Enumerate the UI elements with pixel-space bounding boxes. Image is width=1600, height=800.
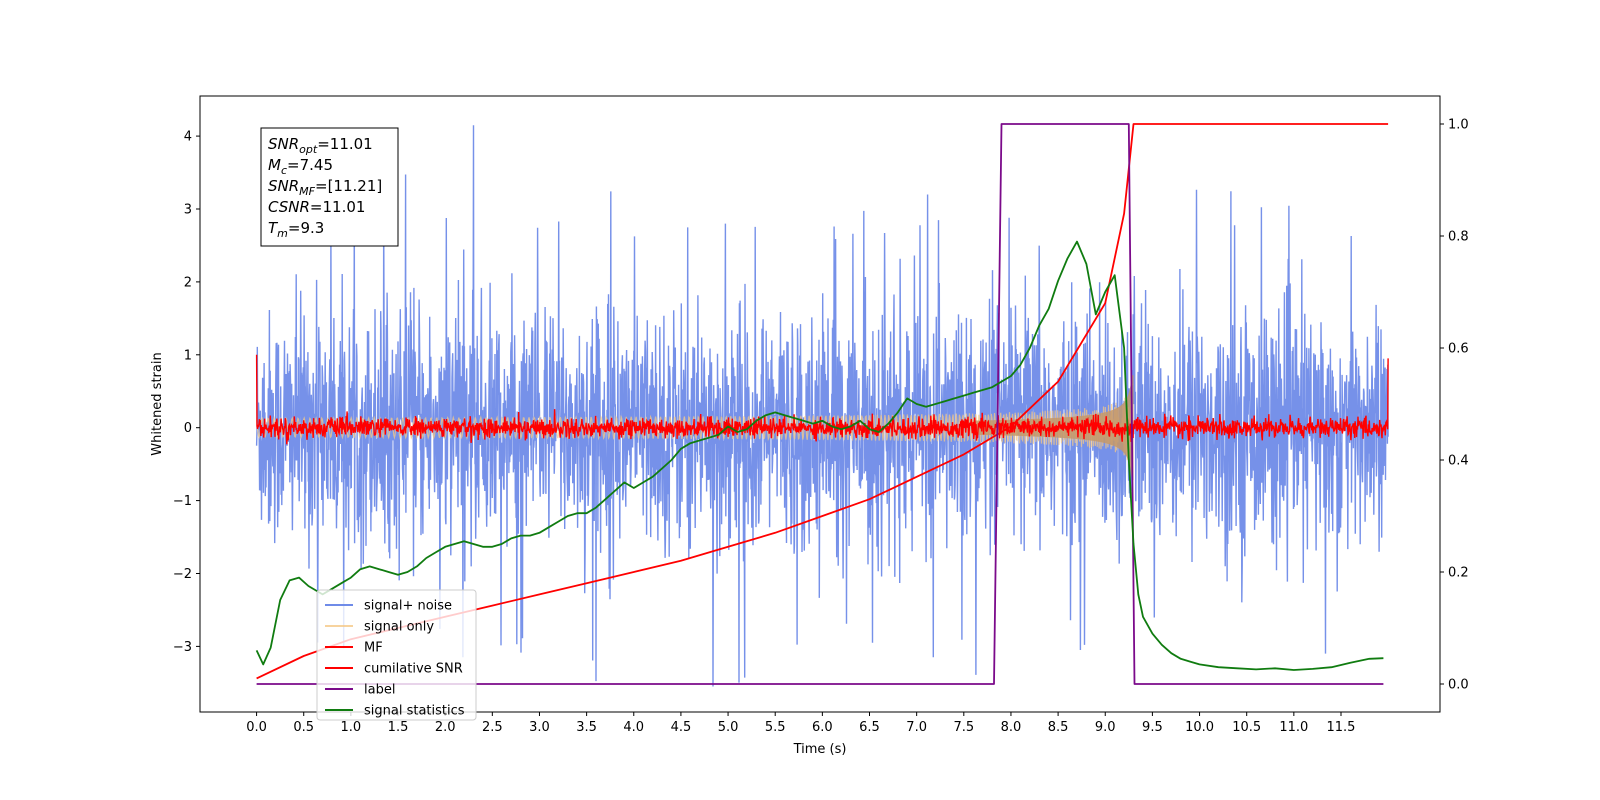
legend-label: signal+ noise (364, 599, 452, 614)
legend-label: MF (364, 641, 383, 656)
info-line: Mc=7.45 (268, 156, 333, 177)
info-box-frame (260, 127, 399, 247)
x-tick-label: 6.0 (812, 720, 833, 735)
x-tick-label: 7.5 (953, 720, 974, 735)
x-axis-label: Time (s) (793, 742, 847, 757)
legend: signal+ noise signal only MF cumilative SNR… (316, 589, 477, 721)
x-tick-label: 8.5 (1048, 720, 1069, 735)
x-tick-label: 3.0 (529, 720, 550, 735)
info-line: SNRopt=11.01 (268, 135, 373, 156)
x-tick-label: 7.0 (906, 720, 927, 735)
x-tick-label: 8.0 (1001, 720, 1022, 735)
x-tick-label: 11.0 (1279, 720, 1308, 735)
y-tick-label: −1 (173, 494, 192, 509)
x-tick-label: 1.5 (388, 720, 409, 735)
y-axis-label: Whitened strain (150, 352, 165, 455)
x-tick-label: 5.0 (718, 720, 739, 735)
legend-label: label (364, 683, 395, 698)
y-right-tick-label: 0.4 (1448, 454, 1469, 469)
x-tick-label: 0.5 (293, 720, 314, 735)
x-tick-label: 5.5 (765, 720, 786, 735)
x-axis: 0.0 0.5 1.0 1.5 2.0 2.5 3.0 3.5 4.0 4.5 5.0 5.5 6.0 6… (246, 712, 1355, 735)
x-tick-label: 1.0 (341, 720, 362, 735)
info-box: SNRopt=11.01Mc=7.45SNRMF=[11.21]CSNR=11.… (260, 127, 399, 247)
y-tick-label: 2 (184, 275, 192, 290)
y-tick-label: −2 (173, 567, 192, 582)
x-tick-label: 10.5 (1232, 720, 1261, 735)
series-signal-noise-line (255, 125, 1389, 687)
x-tick-label: 2.0 (435, 720, 456, 735)
info-line: Tm=9.3 (268, 219, 324, 240)
series-mf-line (255, 354, 1389, 445)
y-right-tick-label: 0.0 (1448, 678, 1469, 693)
info-line: SNRMF=[11.21] (268, 177, 382, 198)
y-tick-label: 1 (184, 348, 192, 363)
y-axis-left: −3 −2 −1 0 1 2 3 4 (173, 130, 200, 655)
y-right-tick-label: 0.6 (1448, 342, 1469, 357)
legend-label: signal statistics (364, 704, 465, 719)
y-right-tick-label: 0.2 (1448, 566, 1469, 581)
x-tick-label: 4.5 (671, 720, 692, 735)
legend-frame (316, 589, 477, 721)
x-tick-label: 6.5 (859, 720, 880, 735)
x-tick-label: 10.0 (1185, 720, 1214, 735)
x-tick-label: 3.5 (576, 720, 597, 735)
series-signal-statistics-line (255, 240, 1384, 671)
y-right-tick-label: 0.8 (1448, 230, 1469, 245)
y-tick-label: 3 (184, 202, 192, 217)
x-tick-label: 0.0 (246, 720, 267, 735)
y-axis-right: 0.0 0.2 0.4 0.6 0.8 1.0 (1440, 118, 1469, 693)
y-tick-label: 0 (184, 421, 192, 436)
axes-frame (199, 95, 1441, 713)
x-tick-label: 4.0 (623, 720, 644, 735)
x-tick-label: 2.5 (482, 720, 503, 735)
y-right-tick-label: 1.0 (1448, 118, 1469, 133)
x-tick-label: 11.5 (1327, 720, 1356, 735)
legend-label: signal only (364, 620, 434, 635)
legend-label: cumilative SNR (364, 662, 463, 677)
y-tick-label: −3 (173, 640, 192, 655)
info-line: CSNR=11.01 (268, 198, 365, 216)
series-label-line (256, 123, 1384, 685)
x-tick-label: 9.0 (1095, 720, 1116, 735)
y-tick-label: 4 (184, 130, 192, 145)
x-tick-label: 9.5 (1142, 720, 1163, 735)
